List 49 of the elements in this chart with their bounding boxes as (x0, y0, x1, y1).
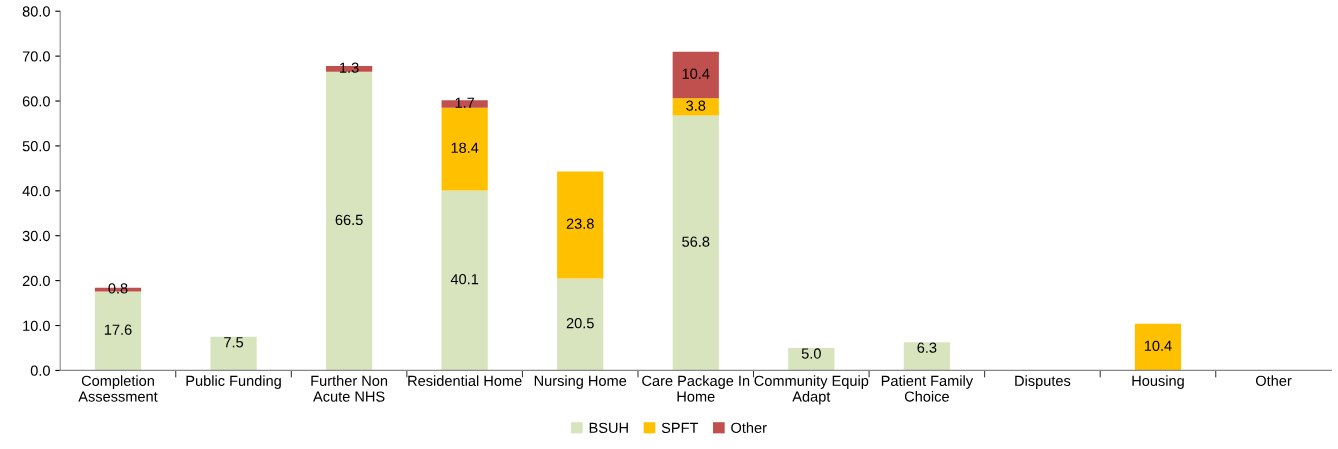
bar (325, 71, 373, 371)
x-tick-label: Other (1255, 375, 1292, 386)
bar (557, 278, 604, 371)
data-label: 3.8 (686, 100, 706, 111)
y-tick-label: 80.0 (22, 6, 50, 17)
bar (672, 51, 719, 99)
x-tick-label: Patient Family Choice (881, 375, 974, 402)
x-tick-label: Further Non Acute NHS (311, 375, 388, 402)
x-tick-label: Housing (1132, 375, 1184, 389)
y-tick-label: 40.0 (22, 185, 50, 197)
bar (210, 336, 257, 371)
data-label: 1.7 (455, 97, 475, 108)
legend-label: SPFT (661, 422, 699, 433)
x-tick-label: Community Equip Adapt (754, 375, 869, 405)
bar (441, 107, 488, 191)
data-label: 66.5 (335, 214, 363, 226)
data-label: 20.5 (566, 317, 594, 329)
bar (557, 171, 604, 279)
y-tick-label: 60.0 (22, 96, 50, 107)
y-tick-label: 30.0 (22, 230, 50, 242)
bar (788, 347, 835, 371)
annotation: 6.3 (917, 342, 937, 353)
bar (672, 98, 719, 116)
y-tick-label: 0.0 (30, 365, 50, 376)
bar (672, 115, 719, 371)
y-tick-label: 20.0 (22, 275, 50, 287)
bar (1134, 323, 1182, 371)
x-tick-label: Completion Assessment (78, 375, 158, 402)
y-tick-label: 70.0 (22, 51, 50, 62)
x-tick-label: Nursing Home (534, 375, 627, 389)
legend-label: Other (731, 422, 767, 433)
x-tick-label: Disputes (1015, 375, 1071, 389)
legend-label: BSUH (589, 422, 628, 433)
y-tick-label: 50.0 (22, 141, 50, 152)
annotation: 7.5 (224, 337, 244, 348)
annotation: 5.0 (801, 348, 821, 359)
data-label: 23.8 (566, 218, 594, 229)
bar (441, 190, 488, 371)
data-label: 17.6 (104, 324, 132, 335)
y-tick-label: 10.0 (23, 320, 50, 331)
data-label: 40.1 (450, 273, 479, 285)
x-tick-label: Care Package In Home (642, 375, 750, 402)
data-label: 10.4 (1144, 340, 1172, 351)
x-tick-label: Public Funding (186, 375, 281, 389)
x-tick-label: Residential Home (408, 375, 522, 386)
data-label: 56.8 (682, 236, 710, 247)
data-label: 18.4 (451, 142, 479, 153)
data-label: 10.4 (682, 68, 710, 79)
bar (903, 342, 950, 371)
